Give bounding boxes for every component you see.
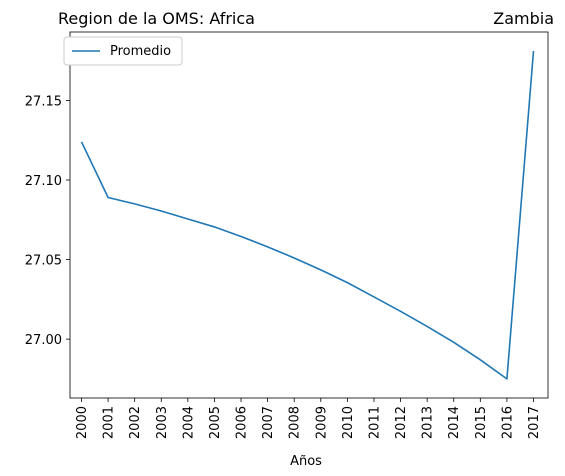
- x-tick-label: 2000: [75, 406, 90, 439]
- x-tick-label: 2006: [235, 406, 250, 439]
- legend-box: [63, 36, 183, 66]
- x-tick-label: 2001: [102, 406, 117, 439]
- y-tick-label: 27.15: [25, 94, 62, 109]
- x-tick-label: 2013: [421, 406, 436, 439]
- y-tick-label: 27.05: [25, 254, 62, 269]
- x-tick-label: 2007: [261, 406, 276, 439]
- y-tick-label: 27.10: [25, 174, 62, 189]
- x-tick-label: 2004: [181, 406, 196, 439]
- x-axis: 2000 2001 2002 2003 2004 2005 2006 2007 2008 2009…: [75, 398, 542, 439]
- y-tick-label: 27.00: [25, 333, 62, 348]
- x-tick-label: 2003: [155, 406, 170, 439]
- x-axis-label: Años: [290, 454, 322, 469]
- x-tick-label: 2015: [474, 406, 489, 439]
- plot-area: [69, 31, 549, 399]
- x-tick-label: 2011: [367, 406, 382, 439]
- x-tick-label: 2002: [128, 406, 143, 439]
- series-line-promedio: [80, 51, 535, 380]
- x-tick-label: 2016: [500, 406, 515, 439]
- legend-label-promedio: Promedio: [110, 44, 171, 59]
- x-tick-label: 2012: [394, 406, 409, 439]
- y-axis: 27.00 27.05 27.10 27.15: [25, 94, 70, 348]
- x-tick-label: 2017: [527, 406, 542, 439]
- x-tick-label: 2008: [288, 406, 303, 439]
- legend: Promedio: [63, 36, 183, 66]
- chart-subtitle-country: Zambia: [493, 9, 554, 28]
- x-tick-label: 2009: [314, 406, 329, 439]
- x-tick-label: 2010: [341, 406, 356, 439]
- series-layer: [80, 50, 535, 380]
- x-tick-label: 2005: [208, 406, 223, 439]
- chart-title: Region de la OMS: Africa: [58, 9, 255, 28]
- x-tick-label: 2014: [447, 406, 462, 439]
